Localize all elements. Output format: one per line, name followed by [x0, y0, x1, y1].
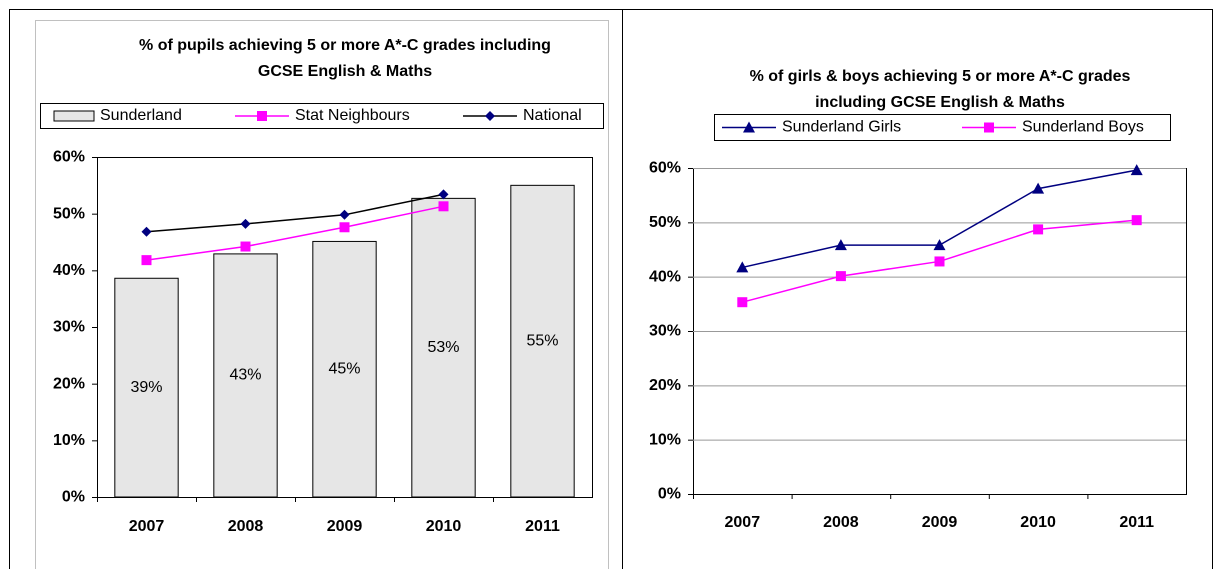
marker: [743, 121, 755, 133]
marker: [737, 297, 748, 308]
marker: [835, 271, 846, 282]
y-tick-label: 0%: [62, 489, 85, 506]
y-tick-label: 40%: [649, 268, 681, 285]
y-tick-label: 40%: [53, 262, 85, 279]
marker: [933, 239, 946, 251]
legend-label: Stat Neighbours: [295, 107, 410, 124]
x-tick-label: 2010: [426, 518, 462, 535]
series-line: [146, 205, 444, 261]
bar: [312, 240, 377, 498]
legend-swatch: [53, 110, 95, 122]
y-tick-label: 50%: [53, 205, 85, 222]
value-label: 45%: [328, 360, 360, 377]
bar: [114, 277, 179, 498]
marker: [141, 255, 152, 266]
marker: [240, 218, 251, 229]
marker: [1033, 224, 1044, 235]
value-label: 39%: [130, 379, 162, 396]
value-label: 55%: [526, 332, 558, 349]
chart-title: % of pupils achieving 5 or more A*-C gra…: [139, 37, 551, 80]
marker: [438, 201, 449, 212]
series-line: [146, 193, 444, 233]
marker: [240, 241, 251, 252]
marker: [141, 226, 152, 237]
x-tick-label: 2011: [1119, 514, 1154, 531]
y-tick-label: 10%: [649, 431, 681, 448]
x-tick-label: 2010: [1020, 514, 1056, 531]
marker: [485, 111, 495, 121]
chart-title: % of girls & boys achieving 5 or more A*…: [749, 68, 1131, 111]
marker: [834, 239, 847, 251]
y-tick-label: 60%: [53, 149, 85, 166]
y-tick-label: 50%: [649, 214, 681, 231]
y-tick-label: 30%: [649, 323, 681, 340]
x-tick-label: 2009: [922, 514, 958, 531]
bar: [213, 253, 278, 498]
y-tick-label: 60%: [649, 160, 681, 177]
legend-box: [714, 114, 1171, 141]
marker: [257, 111, 267, 121]
marker: [339, 222, 350, 233]
y-tick-label: 20%: [649, 377, 681, 394]
marker: [984, 122, 994, 133]
x-tick-label: 2009: [327, 518, 363, 535]
legend-label: Sunderland: [100, 107, 182, 124]
marker: [1130, 164, 1143, 176]
value-label: 53%: [427, 339, 459, 356]
marker: [1131, 215, 1142, 226]
x-tick-label: 2007: [129, 518, 165, 535]
outer-frame: [9, 9, 1213, 569]
marker: [934, 256, 945, 267]
x-tick-label: 2008: [228, 518, 264, 535]
y-tick-label: 30%: [53, 319, 85, 336]
legend-label: National: [523, 107, 582, 124]
y-tick-label: 0%: [658, 486, 681, 503]
x-tick-label: 2008: [823, 514, 859, 531]
marker: [736, 261, 749, 273]
chart-frame: [35, 20, 609, 569]
marker: [1032, 182, 1045, 194]
x-tick-label: 2011: [525, 518, 560, 535]
legend-label: Sunderland Girls: [782, 119, 901, 136]
bar: [411, 197, 476, 498]
legend-label: Sunderland Boys: [1022, 119, 1144, 136]
y-tick-label: 10%: [53, 432, 85, 449]
x-tick-label: 2007: [725, 514, 761, 531]
value-label: 43%: [229, 367, 261, 384]
marker: [438, 189, 449, 200]
y-tick-label: 20%: [53, 375, 85, 392]
bar: [510, 184, 575, 498]
marker: [339, 209, 350, 220]
